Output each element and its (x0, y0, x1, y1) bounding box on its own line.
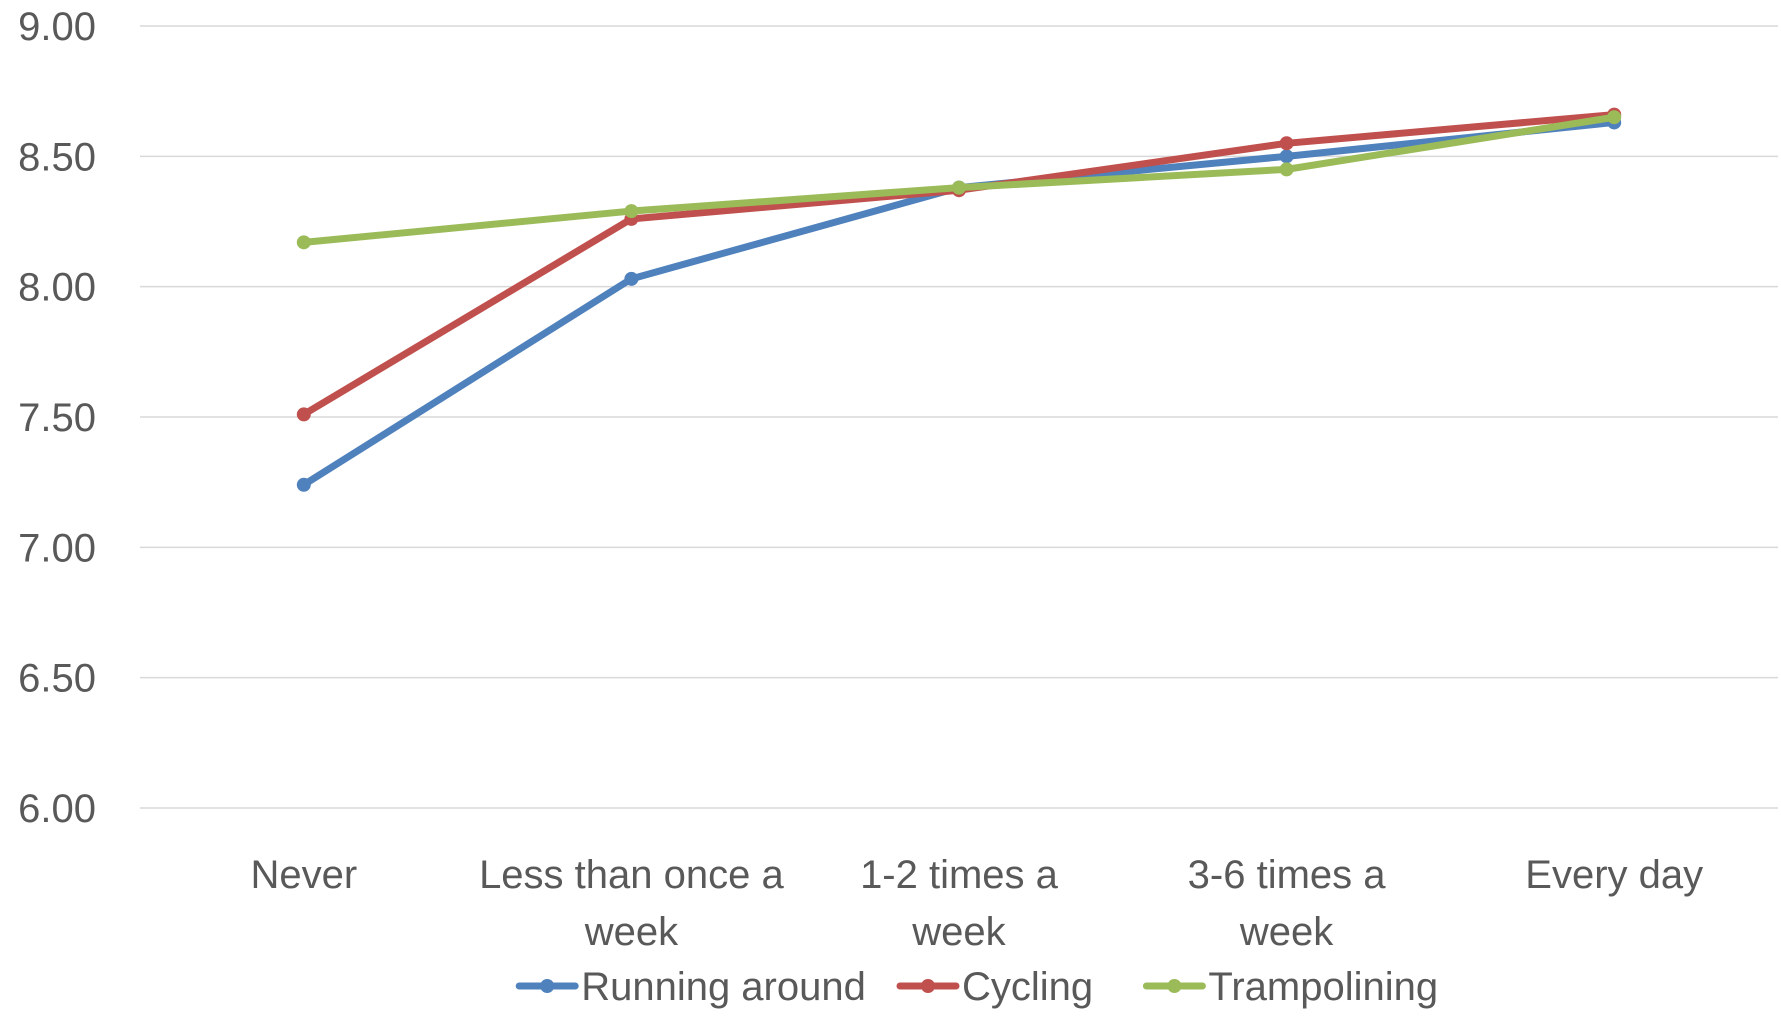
data-point-running-around (296, 477, 311, 492)
y-tick-label: 7.50 (18, 396, 96, 440)
data-point-trampolining (624, 204, 639, 219)
legend-label-running-around: Running around (581, 965, 866, 1009)
series-line-cycling (300, 111, 1618, 418)
legend-item-running-around: Running around (515, 965, 866, 1009)
gridlines (140, 25, 1778, 809)
y-tick-label: 8.50 (18, 135, 96, 179)
y-tick-label: 6.50 (18, 657, 96, 701)
legend-label-cycling: Cycling (962, 965, 1093, 1009)
series-line-trampolining (300, 113, 1618, 246)
x-tick-label: Less than once a week (479, 853, 784, 954)
series-line-running-around (300, 118, 1618, 489)
data-point-running-around (624, 271, 639, 286)
series-lines (296, 107, 1622, 492)
data-point-trampolining (1607, 110, 1622, 125)
data-point-cycling (1279, 136, 1294, 151)
legend: Running around Cycling Trampolining (515, 965, 1438, 1009)
x-tick-label: Never (250, 853, 357, 897)
legend-item-trampolining: Trampolining (1142, 965, 1438, 1009)
x-tick-label: 1-2 times a week (860, 853, 1059, 954)
data-point-trampolining (1279, 162, 1294, 177)
y-tick-label: 6.00 (18, 787, 96, 831)
legend-marker-cycling (921, 979, 935, 993)
data-point-trampolining (296, 235, 311, 250)
legend-marker-running-around (540, 979, 555, 993)
x-tick-label: 3-6 times a week (1188, 853, 1387, 954)
data-point-trampolining (952, 180, 966, 195)
y-tick-label: 8.00 (18, 266, 96, 310)
y-tick-label: 7.00 (18, 526, 96, 570)
y-axis-ticks: 6.00 6.50 7.00 7.50 8.00 8.50 9.00 (18, 5, 96, 831)
y-tick-label: 9.00 (18, 5, 96, 49)
x-tick-label: Every day (1525, 853, 1703, 897)
legend-item-cycling: Cycling (896, 965, 1093, 1009)
legend-label-trampolining: Trampolining (1208, 965, 1438, 1009)
series-cycling (296, 107, 1622, 422)
legend-marker-trampolining (1167, 979, 1182, 993)
data-point-cycling (296, 407, 311, 422)
data-point-running-around (1279, 149, 1294, 164)
x-axis-ticks: Never Less than once a week 1-2 times a week… (250, 853, 1703, 954)
series-trampolining (296, 110, 1622, 250)
